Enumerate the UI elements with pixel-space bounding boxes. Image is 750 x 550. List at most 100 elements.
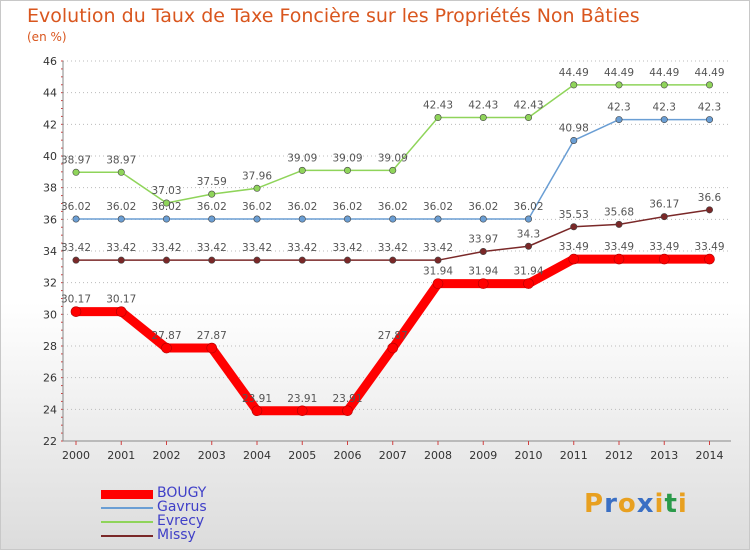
data-label: 36.02 — [378, 201, 408, 213]
data-label: 33.42 — [423, 242, 453, 254]
data-point — [298, 166, 306, 174]
data-point — [253, 215, 261, 223]
data-point — [705, 116, 713, 124]
proxiti-logo: Proxiti — [584, 489, 688, 519]
data-label: 39.09 — [378, 152, 408, 164]
data-label: 33.49 — [694, 241, 724, 253]
data-point — [615, 220, 623, 228]
data-point — [163, 215, 171, 223]
data-point — [660, 213, 668, 221]
data-point — [705, 206, 713, 214]
data-point — [343, 166, 351, 174]
data-label: 33.49 — [559, 241, 589, 253]
data-label: 23.91 — [332, 393, 362, 405]
data-point — [434, 256, 442, 264]
data-label: 33.97 — [468, 233, 498, 245]
data-point — [658, 253, 670, 265]
data-label: 37.96 — [242, 170, 272, 182]
data-label: 23.91 — [242, 393, 272, 405]
data-point — [389, 166, 397, 174]
data-point — [705, 81, 713, 89]
x-tick-label: 2006 — [334, 449, 362, 462]
data-point — [342, 405, 353, 417]
data-point — [206, 342, 218, 354]
data-label: 35.68 — [604, 206, 634, 218]
data-point — [389, 256, 397, 264]
y-tick-label: 26 — [43, 372, 57, 385]
data-label: 31.94 — [468, 266, 498, 278]
data-point — [387, 342, 399, 354]
data-point — [251, 405, 263, 417]
data-point — [477, 278, 489, 289]
data-point — [479, 247, 487, 255]
data-label: 44.49 — [649, 67, 679, 79]
data-label: 33.42 — [332, 242, 362, 254]
y-tick-label: 24 — [43, 403, 57, 416]
data-label: 38.97 — [106, 154, 136, 166]
data-point — [523, 278, 534, 289]
data-point — [117, 256, 125, 264]
data-label: 31.94 — [513, 266, 543, 278]
x-tick-label: 2001 — [107, 449, 135, 462]
data-point — [72, 215, 80, 223]
data-point — [343, 215, 351, 223]
data-label: 36.17 — [649, 199, 679, 211]
data-label: 33.42 — [197, 242, 227, 254]
data-label: 30.17 — [106, 294, 136, 306]
data-point — [432, 278, 444, 289]
data-label: 27.87 — [378, 330, 408, 342]
x-tick-label: 2010 — [515, 449, 543, 462]
data-point — [570, 136, 578, 144]
data-point — [615, 116, 623, 124]
legend-label: Gavrus — [157, 499, 207, 515]
data-label: 40.98 — [559, 122, 589, 134]
data-point — [660, 81, 668, 89]
data-point — [570, 223, 578, 231]
data-point — [613, 253, 625, 265]
x-tick-label: 2014 — [696, 449, 724, 462]
legend-label: Evrecy — [157, 513, 205, 529]
data-point — [660, 116, 668, 124]
data-label: 36.02 — [332, 201, 362, 213]
data-label: 37.59 — [197, 176, 227, 188]
y-tick-label: 22 — [43, 435, 57, 448]
data-label: 23.91 — [287, 393, 317, 405]
data-label: 33.42 — [61, 242, 91, 254]
y-tick-label: 38 — [43, 182, 57, 195]
data-label: 42.43 — [468, 100, 498, 112]
data-point — [298, 256, 306, 264]
data-point — [253, 256, 261, 264]
data-label: 42.43 — [423, 100, 453, 112]
data-label: 36.02 — [106, 201, 136, 213]
data-label: 36.6 — [698, 192, 722, 204]
data-point — [434, 114, 442, 122]
x-tick-label: 2004 — [243, 449, 271, 462]
data-point — [117, 215, 125, 223]
y-tick-label: 32 — [43, 277, 57, 290]
data-point — [615, 81, 623, 89]
data-label: 36.02 — [287, 201, 317, 213]
data-point — [524, 215, 532, 223]
data-point — [479, 114, 487, 122]
data-label: 33.42 — [287, 242, 317, 254]
x-tick-label: 2007 — [379, 449, 407, 462]
x-tick-label: 2002 — [153, 449, 181, 462]
y-tick-label: 44 — [43, 87, 57, 100]
y-tick-label: 34 — [43, 245, 57, 258]
data-label: 44.49 — [559, 67, 589, 79]
data-point — [524, 114, 532, 122]
legend-swatch — [101, 535, 153, 537]
data-point — [70, 306, 82, 317]
data-point — [208, 190, 216, 198]
data-label: 38.97 — [61, 154, 91, 166]
data-point — [161, 342, 172, 354]
data-label: 33.42 — [151, 242, 181, 254]
data-label: 33.42 — [242, 242, 272, 254]
data-point — [208, 215, 216, 223]
data-label: 39.09 — [332, 152, 362, 164]
data-label: 42.43 — [513, 100, 543, 112]
data-label: 36.02 — [61, 201, 91, 213]
data-point — [568, 253, 580, 265]
data-point — [343, 256, 351, 264]
